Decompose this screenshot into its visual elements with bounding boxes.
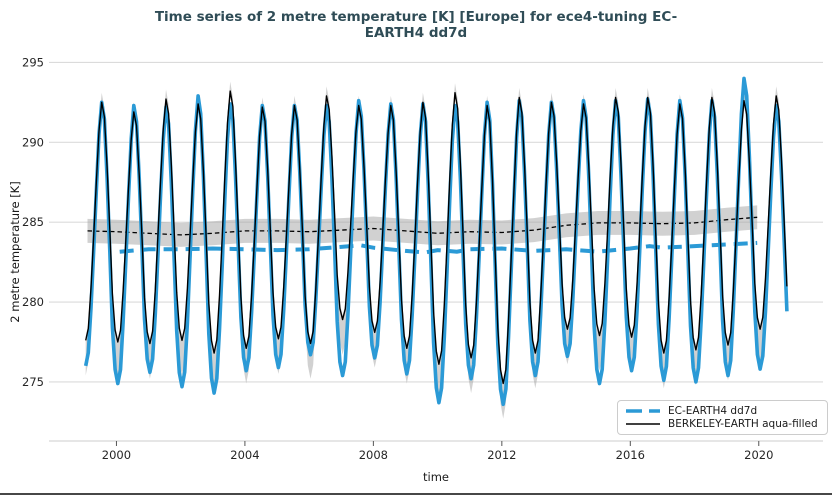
x-tick-label: 2020	[744, 448, 773, 462]
legend-item-ec-earth4: EC-EARTH4 dd7d	[625, 405, 820, 417]
y-tick-label: 275	[22, 375, 44, 389]
legend-dashed-line-icon	[626, 409, 660, 413]
y-axis-label: 2 metre temperature [K]	[8, 181, 22, 323]
berkeley-running-mean-line	[87, 216, 758, 236]
y-tick-label: 295	[22, 55, 44, 69]
y-tick-label: 280	[22, 295, 44, 309]
y-tick-label: 285	[22, 215, 44, 229]
window-bottom-edge	[0, 493, 832, 495]
chart-title: Time series of 2 metre temperature [K] […	[0, 9, 832, 41]
x-tick-label: 2000	[102, 448, 131, 462]
x-tick-label: 2012	[487, 448, 516, 462]
x-axis-label: time	[423, 470, 449, 484]
x-tick-label: 2008	[359, 448, 388, 462]
legend-label-berkeley-earth: BERKELEY-EARTH aqua-filled	[668, 418, 818, 431]
y-tick-label: 290	[22, 135, 44, 149]
legend-solid-line-icon	[626, 423, 660, 425]
chart-title-line2: EARTH4 dd7d	[364, 25, 468, 41]
berkeley-series-line	[85, 90, 788, 385]
legend-item-berkeley-earth: BERKELEY-EARTH aqua-filled	[625, 418, 820, 430]
ec-earth4-running-mean-line	[119, 240, 758, 255]
chart-title-line1: Time series of 2 metre temperature [K] […	[154, 9, 678, 25]
legend-label-ec-earth4: EC-EARTH4 dd7d	[668, 404, 758, 417]
x-tick-label: 2016	[616, 448, 645, 462]
x-tick-label: 2004	[230, 448, 259, 462]
legend: EC-EARTH4 dd7d BERKELEY-EARTH aqua-fille…	[617, 400, 828, 435]
